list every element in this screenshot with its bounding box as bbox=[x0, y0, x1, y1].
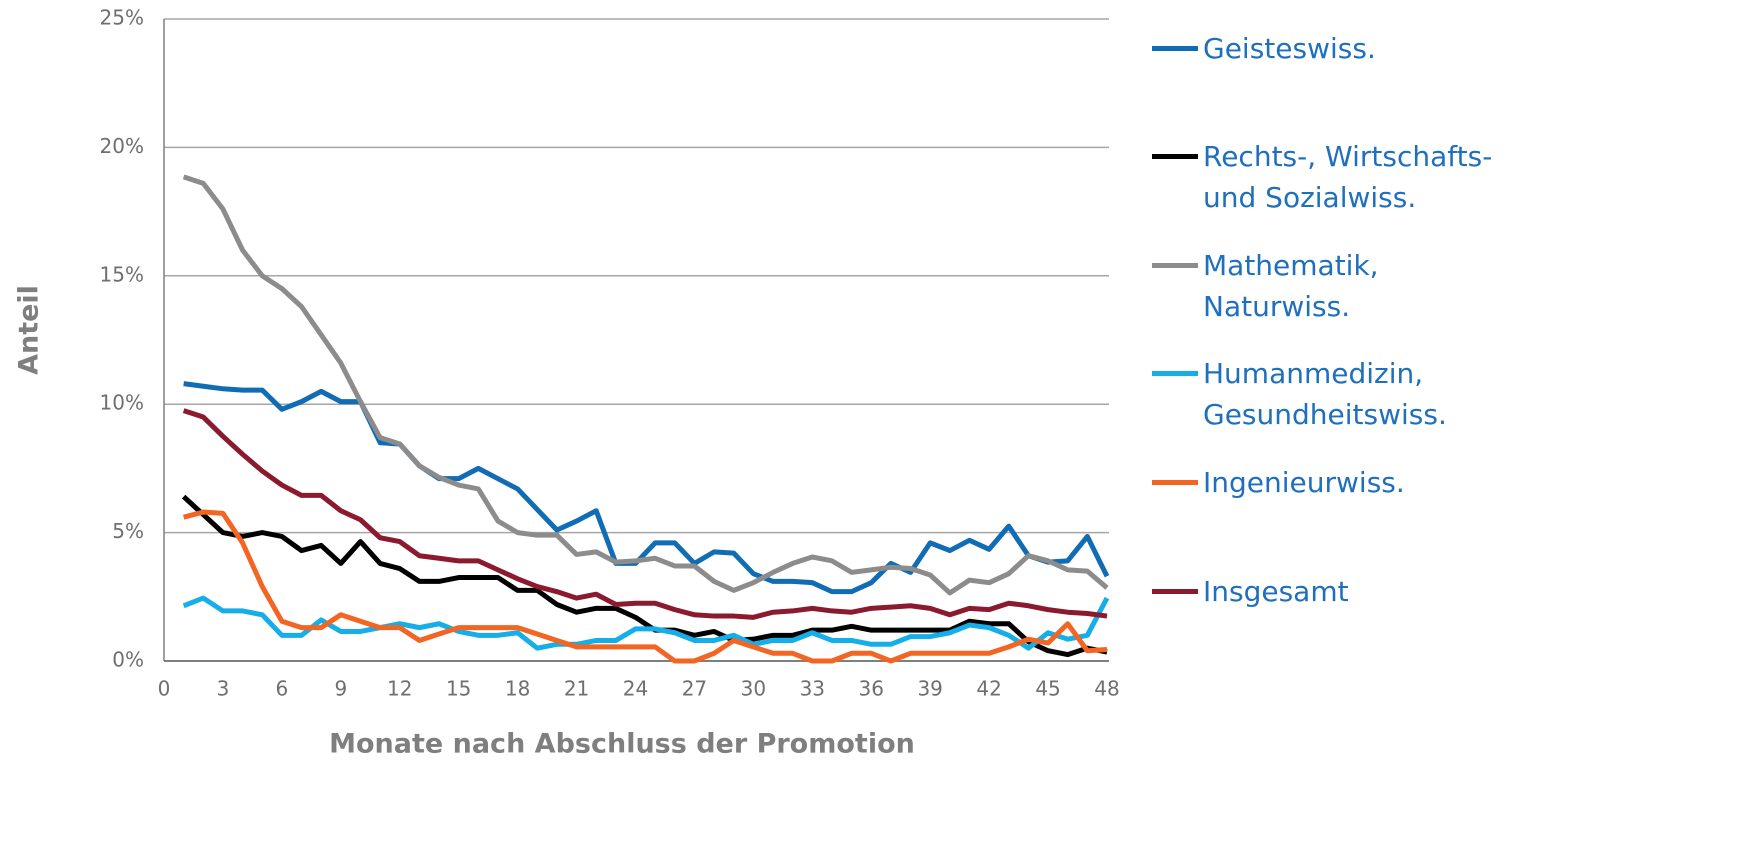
series-line bbox=[182, 408, 1108, 620]
x-tick-label: 33 bbox=[800, 677, 825, 701]
legend-swatch bbox=[1152, 45, 1198, 51]
legend-swatch bbox=[1152, 371, 1198, 377]
legend-swatch bbox=[1152, 262, 1198, 268]
x-tick-label: 39 bbox=[917, 677, 942, 701]
legend-label: Geisteswiss. bbox=[1203, 31, 1376, 65]
series-line bbox=[182, 595, 1110, 651]
y-tick-label: 5% bbox=[112, 519, 144, 543]
x-tick-label: 9 bbox=[334, 677, 347, 701]
x-tick-label: 27 bbox=[682, 677, 707, 701]
x-tick-label: 3 bbox=[217, 677, 230, 701]
legend-swatch bbox=[1152, 479, 1198, 485]
series-line bbox=[182, 174, 1109, 596]
legend-label: Rechts-, Wirtschafts- und Sozialwiss. bbox=[1203, 140, 1493, 215]
x-tick-label: 45 bbox=[1035, 677, 1060, 701]
x-tick-label: 36 bbox=[859, 677, 884, 701]
legend-label: Ingenieurwiss. bbox=[1203, 465, 1405, 499]
series-line bbox=[183, 509, 1108, 664]
x-tick-label: 24 bbox=[623, 677, 648, 701]
x-tick-label: 30 bbox=[741, 677, 766, 701]
series-line bbox=[181, 494, 1108, 658]
legend-label: Mathematik, Naturwiss. bbox=[1203, 248, 1379, 323]
x-tick-label: 21 bbox=[564, 677, 589, 701]
y-tick-label: 20% bbox=[100, 134, 144, 158]
y-tick-label: 25% bbox=[100, 6, 144, 30]
x-tick-label: 48 bbox=[1094, 677, 1119, 701]
x-tick-label: 0 bbox=[158, 677, 171, 701]
legend-swatch bbox=[1152, 588, 1198, 594]
y-axis-title: Anteil bbox=[14, 285, 45, 375]
x-tick-label: 15 bbox=[446, 677, 471, 701]
series-line bbox=[183, 381, 1110, 595]
x-tick-label: 42 bbox=[976, 677, 1001, 701]
legend-label: Insgesamt bbox=[1203, 574, 1349, 608]
x-tick-label: 12 bbox=[387, 677, 412, 701]
legend-label: Humanmedizin, Gesundheitswiss. bbox=[1203, 357, 1447, 432]
y-tick-label: 10% bbox=[100, 391, 144, 415]
y-tick-label: 0% bbox=[112, 648, 144, 672]
x-tick-label: 6 bbox=[276, 677, 289, 701]
x-axis-title: Monate nach Abschluss der Promotion bbox=[329, 729, 915, 760]
x-tick-label: 18 bbox=[505, 677, 530, 701]
y-tick-label: 15% bbox=[100, 262, 144, 286]
legend-swatch bbox=[1152, 154, 1198, 160]
